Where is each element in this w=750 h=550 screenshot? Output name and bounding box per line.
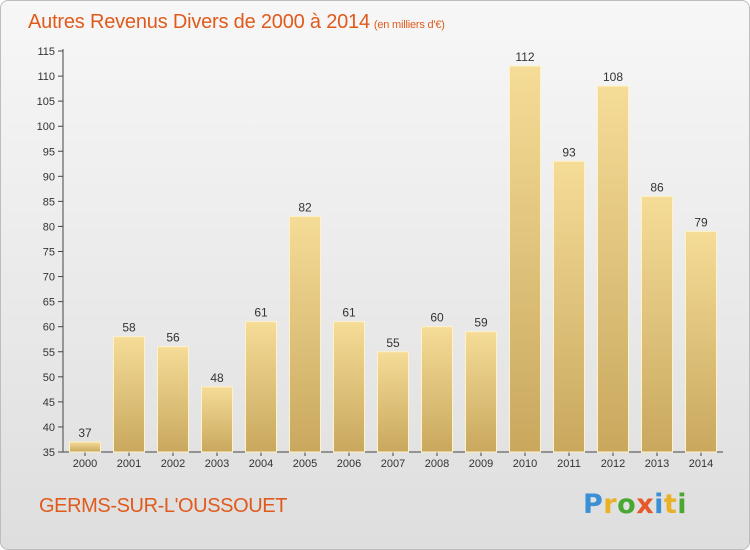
bar [157,346,189,453]
x-tick-label: 2009 [469,458,493,470]
y-tick-label: 85 [43,196,55,208]
bar [377,351,409,453]
x-tick-label: 2008 [425,458,449,470]
logo-letter: i [677,489,688,520]
proxiti-logo: Proxiti [583,489,687,520]
x-tick-label: 2003 [205,458,229,470]
logo-letter: o [617,489,637,520]
chart-title: Autres Revenus Divers de 2000 à 2014 (en … [28,11,445,34]
y-tick-label: 65 [43,297,55,309]
bar [245,321,277,453]
x-tick-label: 2011 [557,458,581,470]
bar-value-label: 61 [342,306,356,320]
y-tick-label: 55 [43,347,55,359]
x-tick-label: 2001 [117,458,141,470]
bar [69,441,101,453]
x-tick-label: 2006 [337,458,361,470]
y-tick-label: 90 [43,171,55,183]
bar [289,215,321,453]
logo-letter: i [654,489,664,520]
chart-title-text: Autres Revenus Divers de 2000 à 2014 [28,11,370,33]
x-tick-label: 2013 [645,458,669,470]
bar [465,331,497,453]
x-tick-label: 2014 [689,458,713,470]
y-tick-label: 95 [43,146,55,158]
bar-value-label: 79 [694,215,708,229]
bar-layer: 37 58 56 48 61 82 61 55 60 59 112 93 108 86 79 [69,50,717,453]
x-tick-label: 2007 [381,458,405,470]
bar-value-label: 93 [562,145,576,159]
bar-value-label: 112 [515,50,534,64]
bar-value-label: 48 [210,371,224,385]
x-tick-label: 2002 [161,458,185,470]
y-tick-label: 45 [43,397,55,409]
x-tick-label: 2004 [249,458,273,470]
y-tick-label: 80 [43,221,55,233]
bar-value-label: 108 [603,70,623,84]
bar-value-label: 82 [298,200,312,214]
bar-value-label: 86 [650,180,664,194]
x-tick-label: 2012 [601,458,625,470]
bar-value-label: 56 [166,331,180,345]
bar [685,230,717,453]
bar [597,85,629,453]
bar-value-label: 37 [78,426,92,440]
y-tick-label: 110 [37,71,55,83]
y-tick-label: 50 [43,372,55,384]
x-tick-label: 2010 [513,458,537,470]
logo-letter: x [636,489,655,520]
bar [201,386,233,453]
y-tick-label: 60 [43,322,55,334]
bar [553,160,585,453]
y-tick-label: 75 [43,247,55,259]
y-tick-label: 40 [43,422,55,434]
bar [641,195,673,453]
bar-value-label: 59 [474,316,488,330]
y-tick-label: 70 [43,272,55,284]
chart-title-unit: (en milliers d'€) [373,19,445,31]
bar [421,326,453,453]
x-tick-label: 2000 [73,458,97,470]
bar-value-label: 55 [386,336,400,350]
y-tick-label: 105 [37,96,55,108]
y-tick-label: 35 [43,447,55,459]
logo-letter: r [603,489,618,520]
y-tick-label: 100 [37,121,55,133]
logo-letter: t [663,489,678,520]
y-tick-label: 115 [37,46,55,58]
x-tick-label: 2005 [293,458,317,470]
bar-value-label: 61 [254,306,268,320]
bar-value-label: 60 [430,311,444,325]
logo-letter: P [583,489,604,520]
bar [509,65,541,453]
bar-value-label: 58 [122,321,136,335]
bar [333,321,365,453]
commune-name: GERMS-SUR-L'OUSSOUET [39,495,288,517]
bar [113,336,145,453]
